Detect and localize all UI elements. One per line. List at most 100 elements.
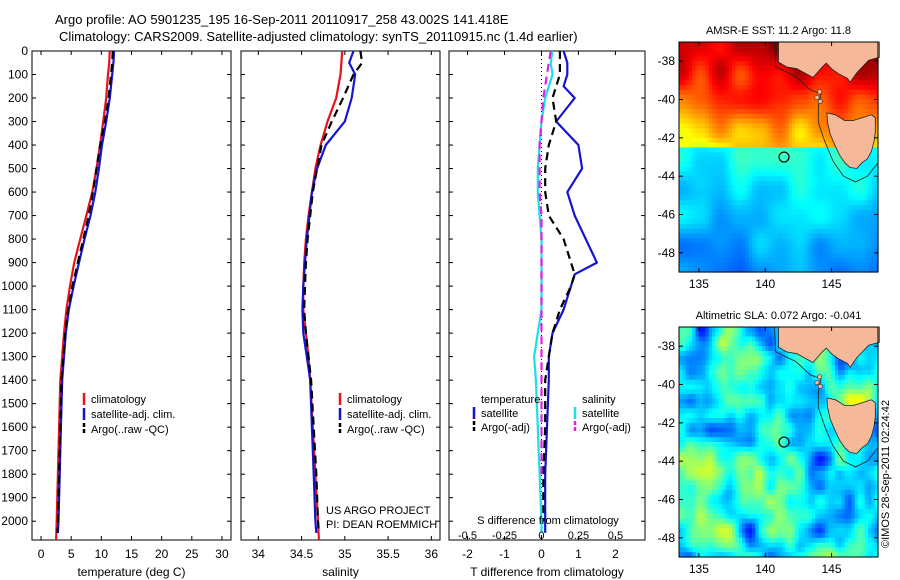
- legend-title-temperature: temperature: [481, 394, 540, 406]
- depth-tick-label: 400: [8, 138, 28, 152]
- credit-line-2: PI: DEAN ROEMMICH: [326, 519, 438, 531]
- legend-label: satellite-adj. clim.: [91, 409, 175, 421]
- difference-x2tick-label: -0.5: [458, 530, 477, 542]
- temperature-series-climatology: [55, 50, 111, 541]
- temperature-xlabel: temperature (deg C): [77, 565, 185, 579]
- difference-x2tick-label: 0: [538, 530, 544, 542]
- difference-xtick-label: -1: [499, 547, 510, 561]
- temperature-xtick-label: 5: [68, 547, 75, 561]
- island: [817, 89, 823, 95]
- difference-series-argo-adj-: [542, 51, 576, 522]
- difference-panel: -2 -1 0 1 2 T difference from climatology: [448, 50, 646, 579]
- sst_map-field: [679, 42, 879, 273]
- mainland-land: [778, 326, 880, 369]
- map-ytick-label: -44: [658, 169, 676, 183]
- island: [814, 95, 820, 101]
- temperature-xtick-label: 15: [125, 547, 139, 561]
- legend-label: Argo(..raw -QC): [91, 424, 169, 436]
- depth-tick-label: 600: [8, 185, 28, 199]
- difference-xtick-label: 2: [612, 547, 619, 561]
- difference-x2tick-label: 0.5: [608, 530, 623, 542]
- temperature-xtick-label: 10: [95, 547, 109, 561]
- map-xtick-label: 145: [822, 562, 842, 576]
- temperature-xtick-label: 25: [185, 547, 199, 561]
- difference-xtick-label: 1: [575, 547, 582, 561]
- sst_map-frame: [678, 41, 879, 273]
- depth-tick-label: 1700: [1, 444, 28, 458]
- map-ytick-label: -38: [658, 339, 676, 353]
- legend-label: climatology: [347, 394, 403, 406]
- island: [814, 380, 820, 386]
- map-ytick-label: -48: [658, 531, 676, 545]
- title-line-2: Climatology: CARS2009. Satellite-adjuste…: [59, 29, 578, 44]
- temperature-xtick-label: 0: [38, 547, 45, 561]
- depth-tick-label: 1400: [1, 373, 28, 387]
- legend-label: Argo(..raw -QC): [347, 424, 425, 436]
- temperature-series-satellite-adj-clim-: [56, 50, 116, 533]
- island: [817, 98, 823, 104]
- map-ytick-label: -40: [658, 93, 676, 107]
- depth-tick-label: 300: [8, 115, 28, 129]
- map-ytick-label: -38: [658, 54, 676, 68]
- depth-tick-label: 900: [8, 256, 28, 270]
- depth-tick-label: 100: [8, 68, 28, 82]
- depth-tick-label: 500: [8, 162, 28, 176]
- island: [817, 374, 823, 380]
- salinity-xtick-label: 34.5: [290, 547, 314, 561]
- legend-label: satellite-adj. clim.: [347, 409, 431, 421]
- salinity-xtick-label: 35.5: [376, 547, 400, 561]
- salinity-xtick-label: 36: [425, 547, 439, 561]
- map-ytick-label: -40: [658, 378, 676, 392]
- shelf-contour: [774, 326, 879, 468]
- credit-line-1: US ARGO PROJECT: [326, 505, 431, 517]
- salinity-xtick-label: 34: [252, 547, 266, 561]
- depth-tick-label: 1100: [2, 303, 28, 317]
- temperature-series-argo-raw-qc-: [56, 50, 114, 533]
- sst_map-panel: -38 -40 -42 -44 -46 -48 135 140 145 AMSR-E SST: 1…: [658, 25, 880, 291]
- map-ytick-label: -46: [658, 493, 676, 507]
- depth-tick-label: 1000: [1, 279, 28, 293]
- depth-tick-label: 1300: [1, 350, 28, 364]
- sla_map-panel: -38 -40 -42 -44 -46 -48 135 140 145 Altimetric SL…: [658, 310, 880, 576]
- legend-label: Argo(-adj): [481, 422, 530, 434]
- temperature-panel: 0100200300400500600700800900100011001200…: [1, 44, 232, 579]
- salinity-xtick-label: 35: [338, 547, 352, 561]
- map-xtick-label: 135: [689, 562, 709, 576]
- difference-xtick-label: 0: [538, 547, 545, 561]
- depth-tick-label: 1600: [1, 420, 28, 434]
- legend-label: Argo(-adj): [582, 422, 631, 434]
- legend-label: climatology: [91, 394, 147, 406]
- map-xtick-label: 135: [689, 277, 709, 291]
- difference-x2label: S difference from climatology: [477, 515, 619, 527]
- tasmania-land: [826, 397, 876, 454]
- depth-tick-label: 1500: [1, 397, 28, 411]
- timestamp-stamp: ©IMOS 28-Sep-2011 02:24:42: [880, 400, 892, 548]
- map-xtick-label: 140: [755, 277, 775, 291]
- title-line-1: Argo profile: AO 5901235_195 16-Sep-2011…: [55, 12, 509, 27]
- difference-x2tick-label: -0.25: [492, 530, 517, 542]
- map-xtick-label: 140: [755, 562, 775, 576]
- depth-tick-label: 1200: [1, 326, 28, 340]
- temperature-axes-box: [31, 50, 232, 541]
- salinity-panel: 34 34.5 35 35.5 36 salinity: [240, 50, 441, 579]
- legend-label: satellite: [481, 408, 518, 420]
- legend-title-salinity: salinity: [582, 394, 616, 406]
- legend-label: satellite: [582, 408, 619, 420]
- map-ytick-label: -44: [658, 454, 676, 468]
- map-ytick-label: -48: [658, 246, 676, 260]
- difference-series-satellite: [544, 50, 599, 533]
- depth-tick-label: 200: [8, 91, 28, 105]
- temperature-xtick-label: 20: [155, 547, 169, 561]
- difference-xlabel: T difference from climatology: [470, 565, 624, 579]
- depth-tick-label: 1800: [1, 467, 28, 481]
- map-ytick-label: -46: [658, 208, 676, 222]
- difference-axes-box: [448, 50, 646, 541]
- depth-tick-label: 0: [21, 44, 28, 58]
- sla_map-frame: [678, 326, 879, 558]
- map-ytick-label: -42: [658, 131, 676, 145]
- temperature-xtick-label: 30: [215, 547, 229, 561]
- difference-x2tick-label: 0.25: [568, 530, 589, 542]
- map-xtick-label: 145: [822, 277, 842, 291]
- temperature-legend: climatology satellite-adj. clim. Argo(..ra…: [82, 393, 175, 436]
- depth-tick-label: 2000: [1, 514, 28, 528]
